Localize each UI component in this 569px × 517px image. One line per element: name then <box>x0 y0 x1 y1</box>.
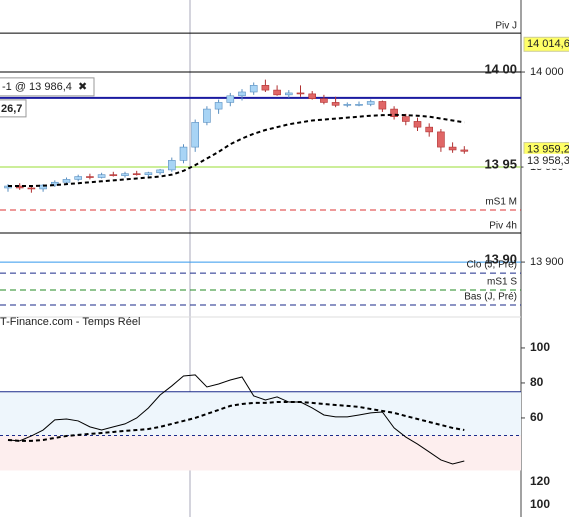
level-label: mS1 S <box>487 277 517 288</box>
candle-body <box>460 149 469 152</box>
candle-body <box>214 102 223 110</box>
candle-body <box>355 104 363 106</box>
price-tag-label: 13 959,2 <box>527 143 569 155</box>
order-close[interactable]: ✖ <box>78 81 87 93</box>
candle-body <box>132 173 141 176</box>
candle-body <box>203 108 211 123</box>
candle-body <box>226 95 235 103</box>
level-label: 14 00 <box>484 61 517 76</box>
order-box <box>0 77 95 97</box>
candle-body <box>296 92 305 95</box>
order-pnl: 26,7 <box>1 103 22 115</box>
price-tag-label: 13 958,3 <box>527 155 569 167</box>
candle-body <box>86 176 94 178</box>
source-label: T-Finance.com - Temps Réel <box>0 316 140 328</box>
y-tick-label: 14 000 <box>530 66 564 78</box>
candle-body <box>168 160 176 171</box>
level-label: Piv J <box>495 21 517 32</box>
price-tag <box>523 36 569 52</box>
order-label: -1 @ 13 986,4 <box>2 81 72 93</box>
candle-body <box>425 126 434 133</box>
y-tick-label: 80 <box>530 375 544 389</box>
candle-body <box>390 108 398 117</box>
candle-body <box>62 179 71 183</box>
y-tick-label: 100 <box>530 340 550 354</box>
indicator-line <box>7 401 465 442</box>
candle-body <box>261 85 270 91</box>
price-tag <box>523 153 569 169</box>
scale-label: 100 <box>530 497 550 511</box>
band-fill <box>0 391 521 436</box>
candle-body <box>191 122 199 148</box>
candle-body <box>437 131 445 148</box>
candle-body <box>448 146 457 151</box>
moving-average <box>8 113 465 188</box>
candle-body <box>109 174 118 176</box>
candle-body <box>273 89 281 96</box>
level-label: Clo (J, Pré) <box>466 260 517 271</box>
candle-body <box>366 101 375 105</box>
candle-body <box>401 116 410 122</box>
level-label: Piv 4h <box>489 221 517 232</box>
candle-body <box>27 187 36 190</box>
candle-body <box>97 174 106 178</box>
level-label: 13 90 <box>484 252 517 267</box>
candle-body <box>331 102 340 106</box>
candle-body <box>343 104 352 106</box>
order-pnl-box <box>0 99 27 118</box>
candle-body <box>156 169 164 174</box>
band-fill <box>0 435 521 471</box>
candle-body <box>249 85 258 93</box>
price-tag-label: 14 014,6 <box>527 38 569 50</box>
candle-body <box>121 173 129 176</box>
candle-body <box>74 176 82 180</box>
candle-body <box>378 101 387 110</box>
candle-body <box>413 121 422 128</box>
candle-body <box>179 146 188 161</box>
level-label: Bas (J, Pré) <box>464 292 517 303</box>
candle-body <box>238 91 246 97</box>
indicator-line <box>7 374 465 465</box>
candle-body <box>144 172 153 175</box>
y-tick-label: 60 <box>530 410 544 424</box>
level-label: mS1 M <box>485 197 517 208</box>
candle-body <box>284 92 293 96</box>
candle-body <box>50 181 59 186</box>
scale-label: 120 <box>530 474 550 488</box>
candle-body <box>320 98 328 103</box>
y-tick-label: 13 900 <box>530 256 564 268</box>
level-label: 13 95 <box>484 156 517 171</box>
candle-body <box>308 93 317 99</box>
